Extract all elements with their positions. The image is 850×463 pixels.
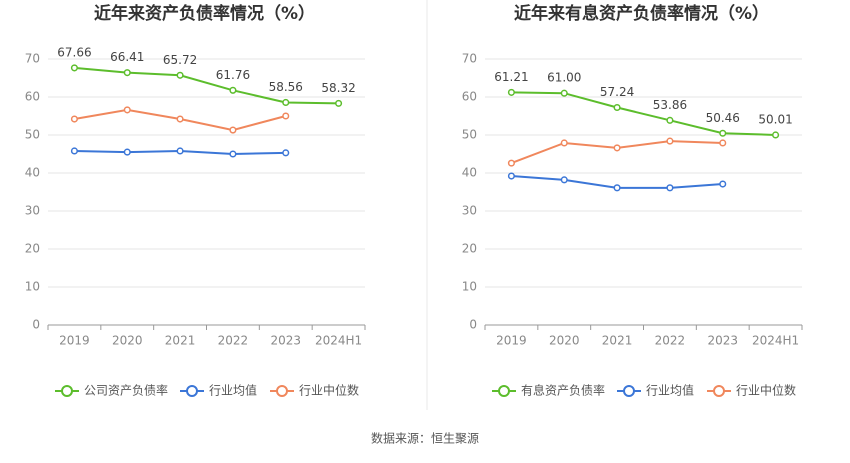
data-label: 58.32	[321, 81, 355, 95]
chart-title: 近年来有息资产负债率情况（%）	[514, 3, 769, 24]
y-tick-label: 30	[25, 204, 40, 218]
data-label: 61.00	[547, 71, 581, 85]
y-tick-label: 0	[469, 318, 477, 332]
y-tick-label: 30	[462, 204, 477, 218]
y-tick-label: 40	[25, 166, 40, 180]
y-tick-label: 20	[462, 242, 477, 256]
x-tick-label: 2021	[602, 334, 633, 348]
x-tick-label: 2020	[112, 334, 143, 348]
point	[666, 184, 674, 192]
point	[772, 131, 780, 139]
legend-label: 行业均值	[209, 383, 257, 398]
legend-marker	[713, 385, 725, 397]
point	[335, 99, 343, 107]
y-tick-label: 70	[25, 52, 40, 66]
legend-marker	[186, 385, 198, 397]
legend-label: 行业均值	[646, 383, 694, 398]
point	[282, 112, 290, 120]
series-line	[511, 91, 776, 136]
point	[560, 176, 568, 184]
y-tick-label: 50	[462, 128, 477, 142]
point	[507, 159, 515, 167]
data-label: 61.21	[494, 70, 528, 84]
legend-marker	[61, 385, 73, 397]
legend-marker	[498, 385, 510, 397]
data-label: 67.66	[57, 45, 91, 59]
y-tick-label: 50	[25, 128, 40, 142]
point	[229, 86, 237, 94]
point	[507, 88, 515, 96]
x-tick-label: 2022	[218, 334, 249, 348]
y-tick-label: 70	[462, 52, 477, 66]
point	[719, 129, 727, 137]
y-tick-label: 60	[25, 90, 40, 104]
point	[666, 137, 674, 145]
x-tick-label: 2022	[655, 334, 686, 348]
point	[613, 184, 621, 192]
point	[176, 115, 184, 123]
x-tick-label: 2024H1	[315, 334, 362, 348]
x-tick-label: 2023	[707, 334, 738, 348]
point	[282, 98, 290, 107]
data-label: 50.01	[758, 112, 792, 126]
legend-label: 行业中位数	[299, 383, 359, 398]
legend-label: 有息资产负债率	[521, 383, 605, 398]
data-label: 66.41	[110, 50, 144, 64]
point	[719, 139, 727, 147]
point	[560, 89, 568, 97]
data-label: 58.56	[269, 80, 303, 94]
point	[176, 71, 184, 79]
point	[560, 139, 568, 147]
x-tick-label: 2024H1	[752, 334, 799, 348]
point	[70, 64, 78, 72]
y-tick-label: 40	[462, 166, 477, 180]
chart-title: 近年来资产负债率情况（%）	[94, 3, 315, 24]
data-label: 53.86	[653, 98, 687, 112]
y-tick-label: 10	[25, 280, 40, 294]
data-label: 57.24	[600, 85, 634, 99]
y-tick-label: 0	[32, 318, 40, 332]
legend-marker	[623, 385, 635, 397]
y-tick-label: 20	[25, 242, 40, 256]
point	[123, 148, 131, 156]
y-tick-label: 60	[462, 90, 477, 104]
y-tick-label: 10	[462, 280, 477, 294]
data-label: 65.72	[163, 53, 197, 67]
point	[229, 150, 237, 158]
point	[123, 69, 131, 77]
point	[666, 116, 674, 124]
data-label: 50.46	[706, 111, 740, 125]
point	[70, 147, 78, 155]
point	[176, 147, 184, 155]
x-tick-label: 2023	[270, 334, 301, 348]
point	[282, 149, 290, 157]
series-line	[74, 66, 339, 105]
legend-label: 公司资产负债率	[84, 383, 168, 398]
x-tick-label: 2019	[59, 334, 90, 348]
point	[719, 180, 727, 188]
legend-label: 行业中位数	[736, 383, 796, 398]
source: 数据来源：恒生聚源	[371, 431, 479, 446]
x-tick-label: 2021	[165, 334, 196, 348]
point	[613, 144, 621, 152]
x-tick-label: 2019	[496, 334, 527, 348]
point	[507, 172, 515, 180]
point	[229, 126, 237, 134]
legend-marker	[276, 385, 288, 397]
data-label: 61.76	[216, 68, 250, 82]
x-tick-label: 2020	[549, 334, 580, 348]
point	[123, 106, 131, 114]
point	[70, 115, 78, 123]
point	[613, 103, 621, 112]
